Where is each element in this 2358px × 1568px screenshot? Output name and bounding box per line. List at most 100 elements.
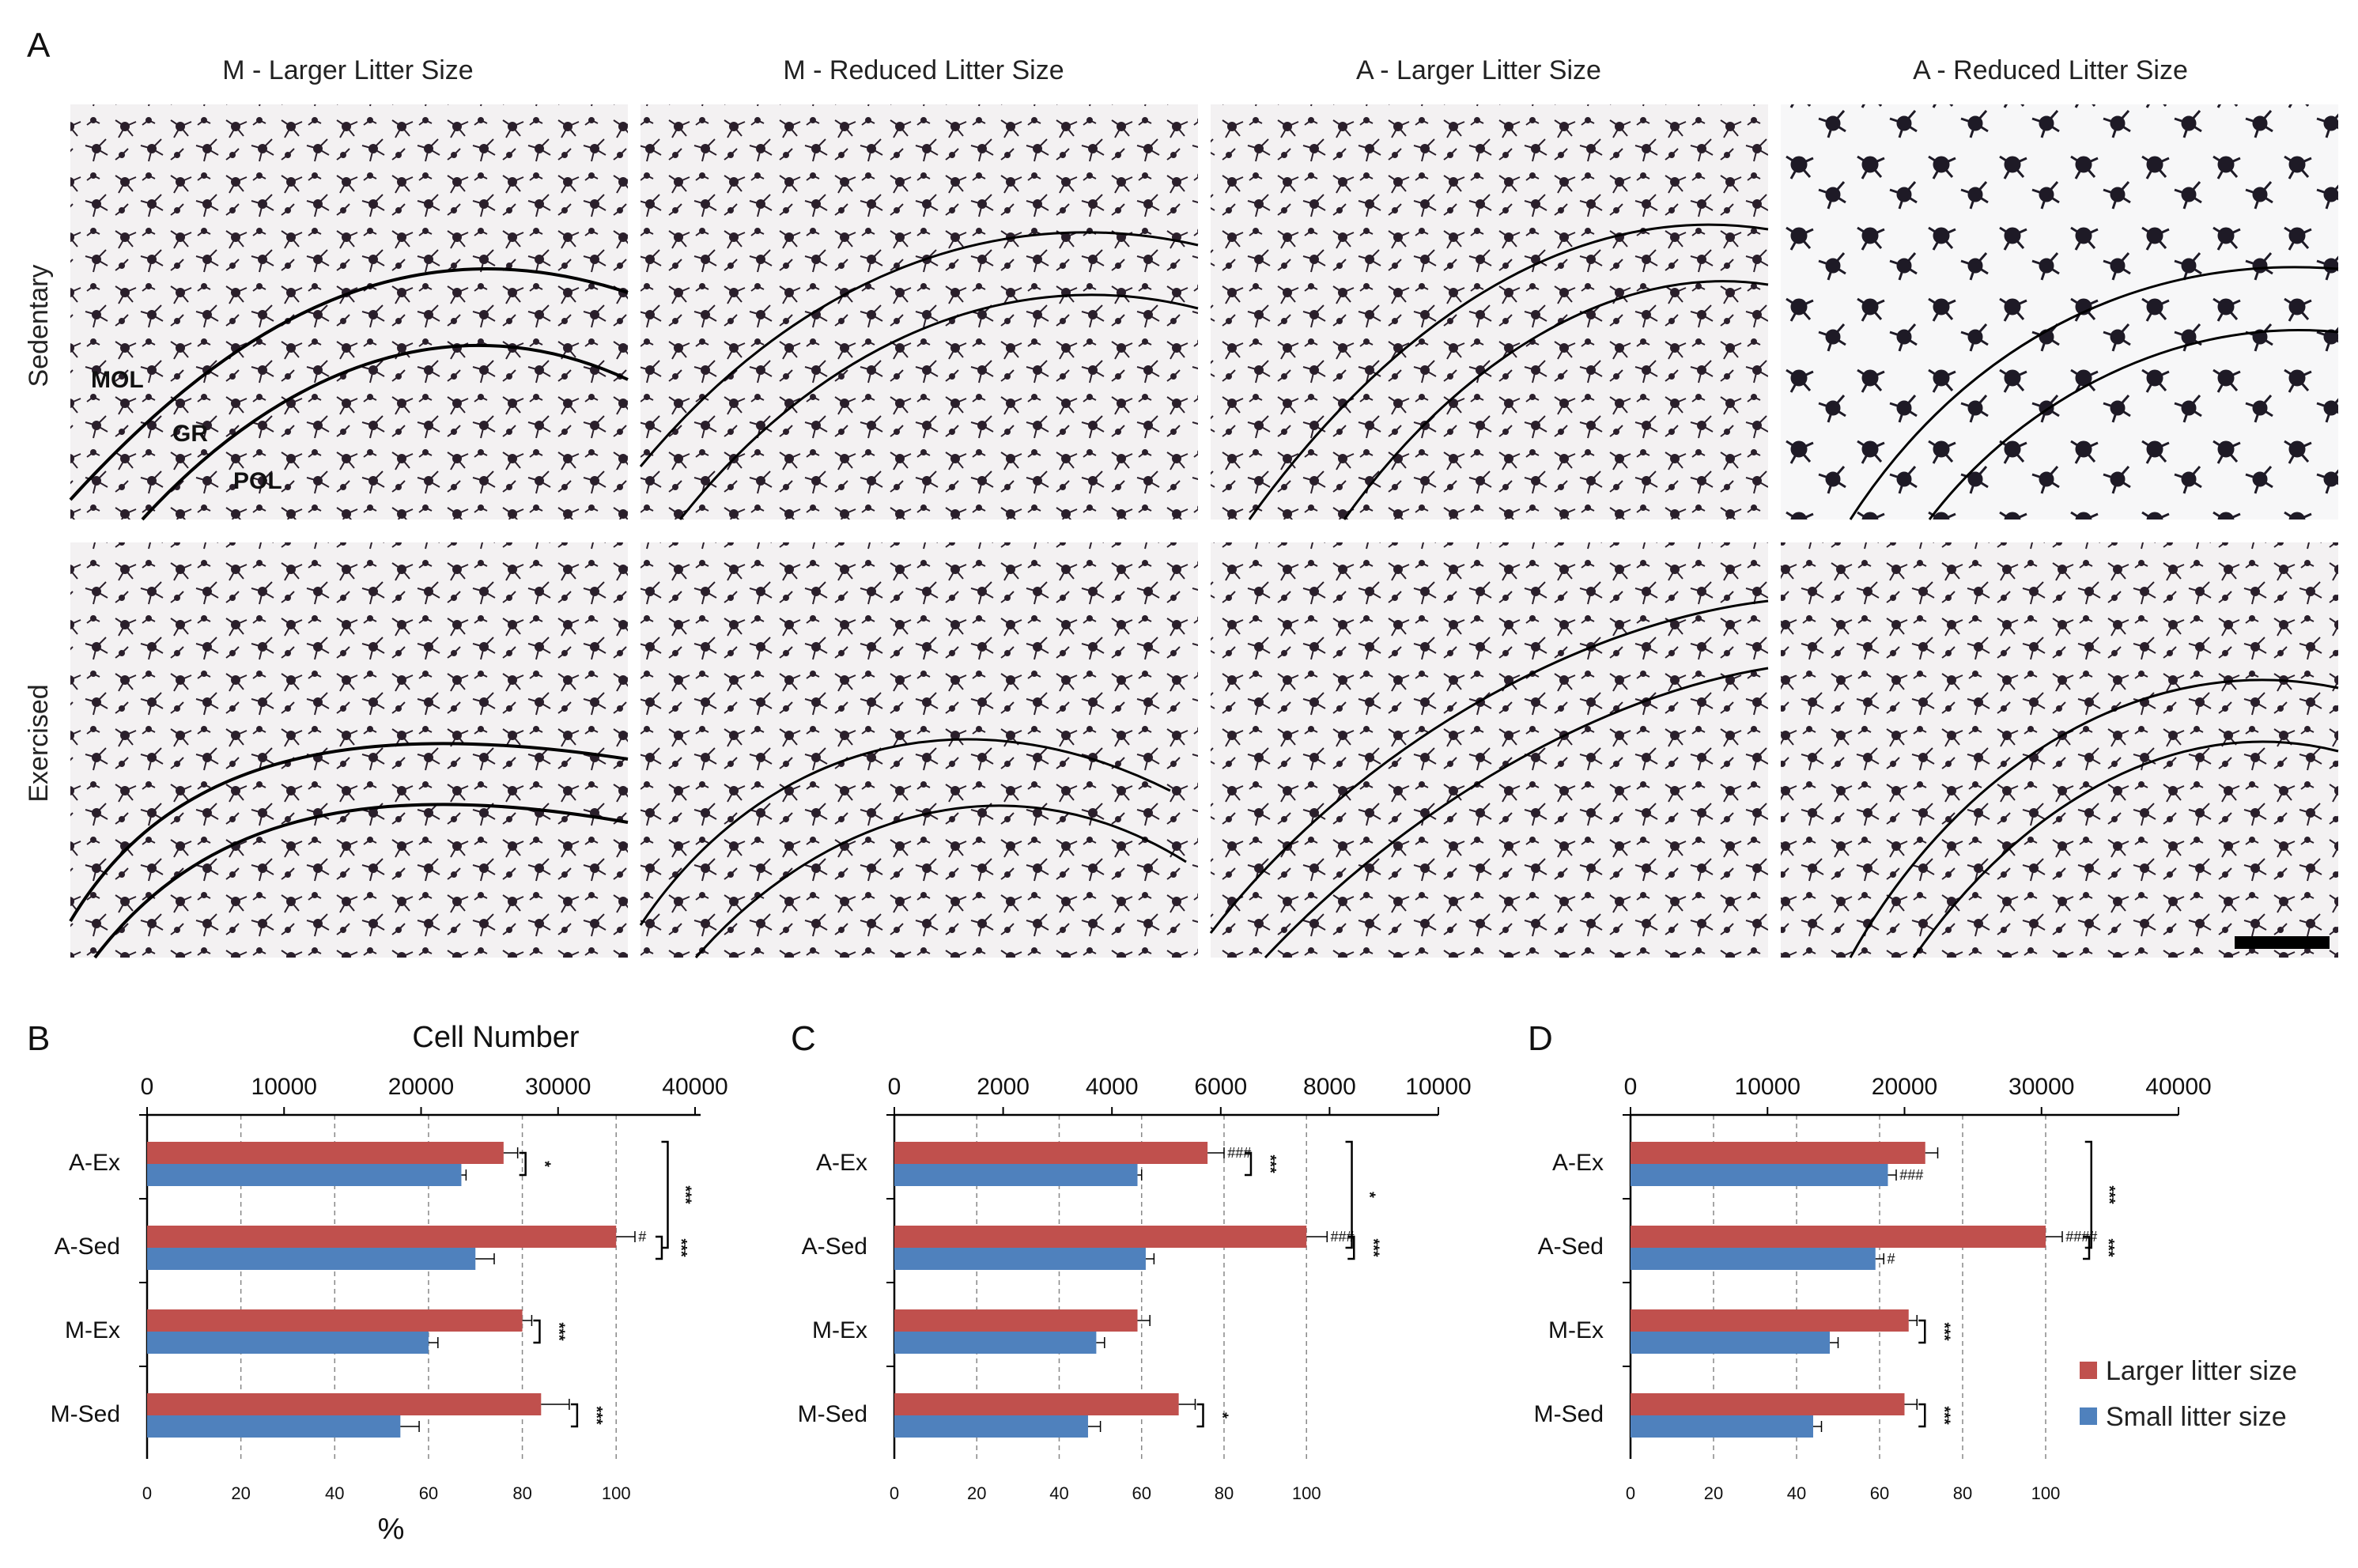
micrograph-sed-a-larger	[1211, 104, 1769, 520]
micrograph-sed-a-reduced	[1781, 104, 2339, 520]
category-label: M-Sed	[1534, 1401, 1604, 1427]
legend-swatch-larger	[2080, 1362, 2097, 1379]
category-label: M-Ex	[812, 1317, 867, 1343]
bar-small-m-ex	[147, 1332, 429, 1354]
legend: Larger litter size Small litter size	[2080, 1356, 2297, 1432]
bar-larger-a-ex	[894, 1142, 1208, 1164]
bar-small-m-sed	[147, 1415, 401, 1438]
category-label: A-Sed	[55, 1234, 120, 1260]
top-axis-tick-label: 6000	[1194, 1074, 1247, 1100]
bottom-axis-tick-label: 60	[419, 1483, 438, 1503]
bottom-axis-tick-label: 100	[602, 1483, 631, 1503]
top-axis-tick-label: 10000	[1735, 1074, 1801, 1100]
legend-label-small: Small litter size	[2106, 1402, 2287, 1432]
micrograph-sed-m-larger	[69, 104, 629, 521]
hash-annotation-larger: ####	[2065, 1229, 2098, 1245]
group-significance-label: ***	[676, 1185, 693, 1204]
bar-small-a-ex	[147, 1164, 462, 1186]
hash-annotation-larger: ###	[1227, 1145, 1252, 1161]
significance-label: ***	[1935, 1322, 1952, 1341]
category-label: A-Ex	[816, 1150, 867, 1176]
column-titles: M - Larger Litter Size M - Reduced Litte…	[222, 55, 2188, 85]
micrograph-ex-m-reduced	[639, 542, 1198, 958]
group-significance-label: ***	[2100, 1185, 2118, 1204]
bottom-axis-title: %	[378, 1513, 405, 1546]
significance-bracket	[1196, 1403, 1204, 1428]
bar-small-m-ex	[1631, 1332, 1830, 1354]
bottom-axis-tick-label: 0	[1626, 1483, 1635, 1503]
bar-larger-a-sed	[1631, 1226, 2046, 1248]
significance-bracket	[533, 1319, 541, 1344]
significance-bracket	[1244, 1151, 1253, 1177]
bar-larger-m-ex	[1631, 1309, 1909, 1332]
significance-bracket	[570, 1403, 579, 1428]
micrograph-ex-a-larger	[1209, 542, 1769, 959]
significance-bracket	[655, 1235, 663, 1260]
hash-annotation-small: #	[1887, 1251, 1895, 1267]
bar-small-a-sed	[1631, 1248, 1876, 1270]
bottom-axis-tick-label: 100	[1292, 1483, 1321, 1503]
top-axis-tick-label: 40000	[662, 1074, 727, 1100]
legend-label-larger: Larger litter size	[2106, 1356, 2297, 1386]
category-label: M-Ex	[65, 1317, 120, 1343]
significance-bracket	[1918, 1403, 1926, 1428]
category-label: M-Sed	[798, 1401, 867, 1427]
top-axis-title: Cell Number	[412, 1021, 580, 1054]
layer-label-pol: POL	[233, 468, 282, 494]
chart-panel-c: C 0 2000 4000 6000 8000 10000 0 20 40 60 80 100 A-Ex…	[791, 1019, 1472, 1503]
significance-label: *	[536, 1161, 554, 1167]
category-label: A-Ex	[69, 1150, 120, 1176]
bottom-axis-tick-label: 20	[1704, 1483, 1723, 1503]
top-axis-tick-label: 8000	[1303, 1074, 1356, 1100]
bar-small-a-ex	[894, 1164, 1138, 1186]
significance-label: ***	[1364, 1238, 1381, 1257]
hash-annotation-larger: #	[638, 1229, 647, 1245]
micrograph-grid: MOL GR POL	[69, 104, 2339, 959]
bar-larger-m-ex	[894, 1309, 1138, 1332]
top-axis-tick-label: 0	[888, 1074, 901, 1100]
bottom-axis-tick-label: 40	[325, 1483, 344, 1503]
significance-bracket	[1347, 1235, 1355, 1260]
bar-larger-m-sed	[894, 1393, 1179, 1415]
row-title-exercised: Exercised	[24, 684, 54, 802]
column-title-m-reduced: M - Reduced Litter Size	[783, 55, 1064, 85]
bottom-axis-tick-label: 80	[512, 1483, 531, 1503]
group-significance-label: *	[1361, 1192, 1378, 1198]
micrograph-sed-m-reduced	[639, 104, 1199, 520]
bar-larger-a-ex	[147, 1142, 504, 1164]
legend-swatch-small	[2080, 1407, 2097, 1425]
bottom-axis-tick-label: 60	[1132, 1483, 1151, 1503]
bottom-axis-tick-label: 40	[1787, 1483, 1806, 1503]
panel-c-letter: C	[791, 1019, 816, 1058]
column-title-a-reduced: A - Reduced Litter Size	[1913, 55, 2188, 85]
bar-small-a-sed	[147, 1248, 476, 1270]
significance-label: ***	[672, 1238, 690, 1257]
bar-small-a-ex	[1631, 1164, 1888, 1186]
panel-b-letter: B	[27, 1019, 50, 1058]
panel-d-letter: D	[1528, 1019, 1553, 1058]
group-significance-bracket	[2084, 1140, 2092, 1249]
chart-panel-b: B 0 10000 20000 30000 40000 Cell Number 0 20 40 6…	[27, 1019, 728, 1546]
category-label: A-Ex	[1552, 1150, 1604, 1176]
top-axis-tick-label: 10000	[251, 1074, 317, 1100]
significance-bracket	[1918, 1319, 1926, 1344]
bar-larger-m-ex	[147, 1309, 523, 1332]
micrograph-ex-m-larger	[69, 542, 629, 959]
micrograph-ex-a-reduced	[1781, 542, 2339, 958]
bar-small-m-ex	[894, 1332, 1097, 1354]
bottom-axis-tick-label: 40	[1049, 1483, 1068, 1503]
bar-larger-m-sed	[1631, 1393, 1905, 1415]
top-axis-tick-label: 2000	[977, 1074, 1030, 1100]
significance-label: ***	[1261, 1154, 1279, 1173]
bottom-axis-tick-label: 80	[1215, 1483, 1234, 1503]
significance-label: ***	[588, 1406, 605, 1425]
top-axis-tick-label: 40000	[2145, 1074, 2211, 1100]
bottom-axis-tick-label: 80	[1953, 1483, 1972, 1503]
chart-panel-d: D 0 10000 20000 30000 40000 0 20 40 60 80 100 A-Ex #…	[1528, 1019, 2212, 1503]
layer-label-mol: MOL	[91, 367, 144, 393]
bottom-axis-tick-label: 0	[142, 1483, 152, 1503]
panel-a-letter: A	[27, 26, 51, 65]
bar-larger-a-sed	[147, 1226, 617, 1248]
bar-small-m-sed	[894, 1415, 1088, 1438]
